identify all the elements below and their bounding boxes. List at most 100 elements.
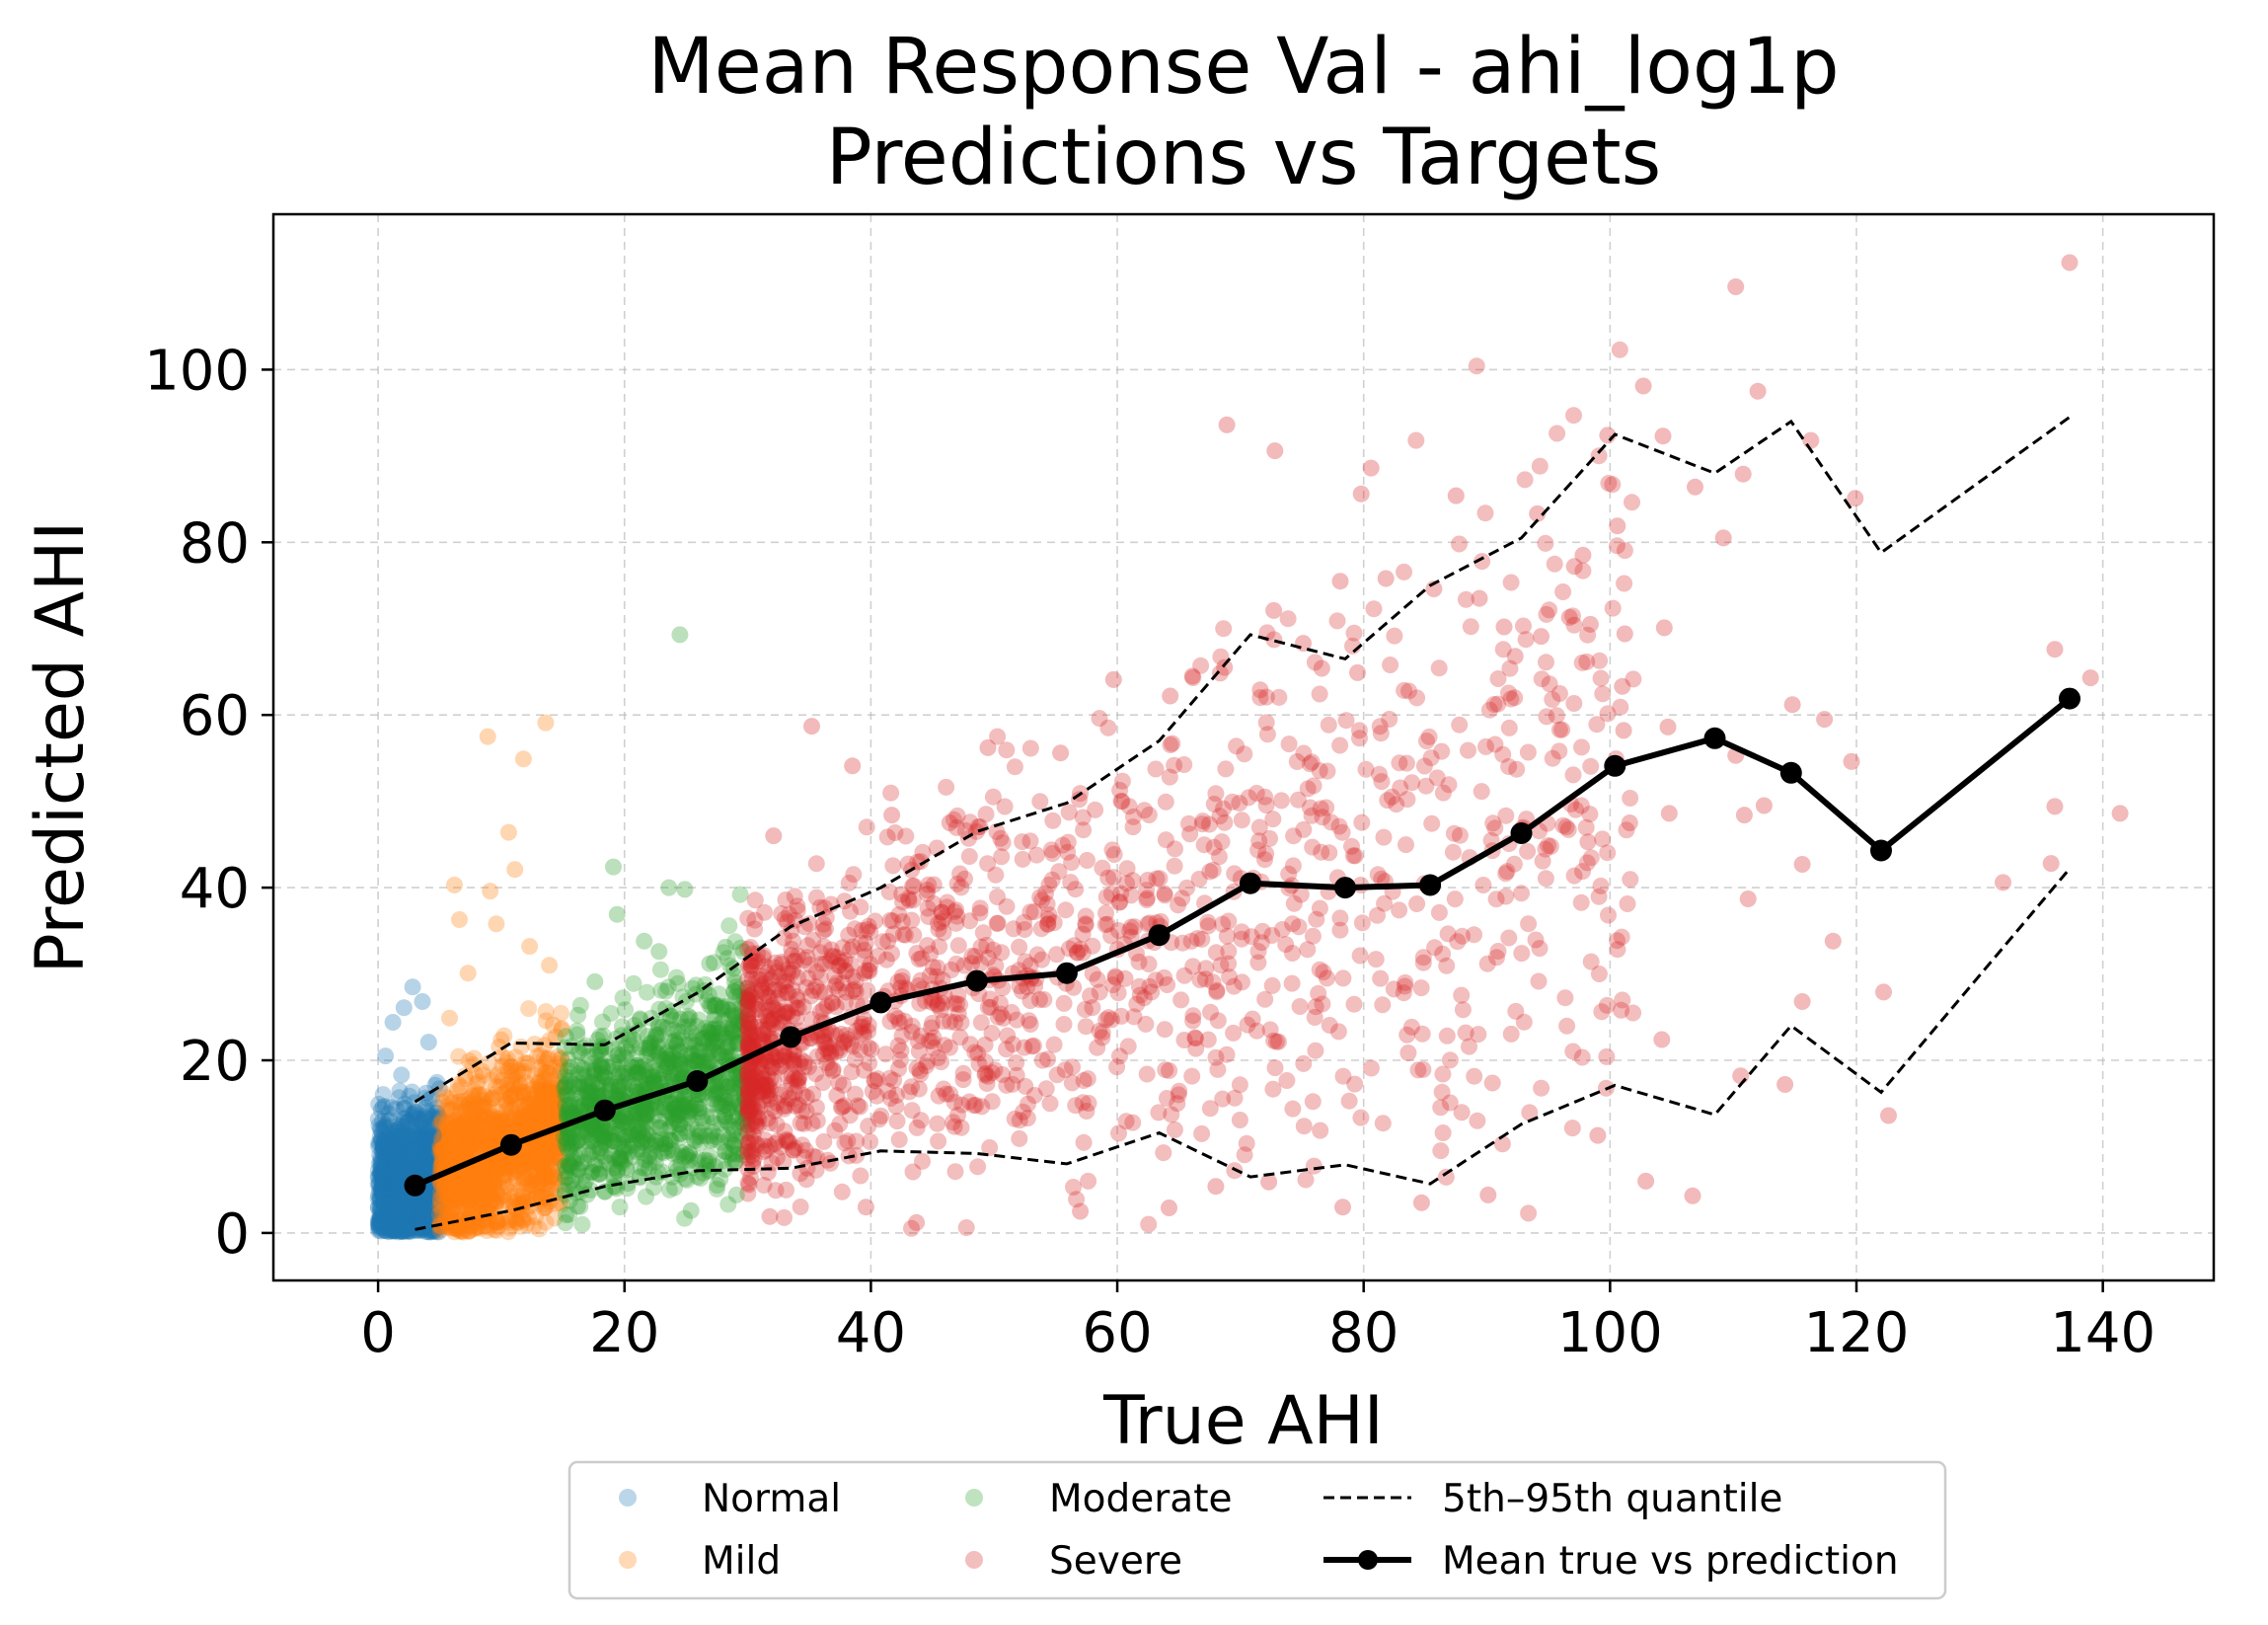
severe-cloud-point: [1244, 1010, 1261, 1028]
normal-cloud-point: [383, 1158, 401, 1176]
normal-cloud-point: [424, 1135, 442, 1153]
normal-cloud-point: [384, 1138, 402, 1156]
mild-cloud-point: [457, 1099, 475, 1117]
normal-cloud-point: [385, 1211, 403, 1229]
normal-cloud-point: [413, 1199, 430, 1216]
normal-cloud-point: [388, 1138, 406, 1156]
normal-cloud-point: [392, 1206, 410, 1223]
mild-cloud-point: [454, 1222, 472, 1240]
severe-point: [979, 738, 997, 756]
severe-cloud-point: [842, 902, 859, 920]
normal-cloud-point: [413, 1149, 430, 1167]
legend-label-moderate: Moderate: [1049, 1477, 1232, 1521]
mild-cloud-point: [459, 1133, 476, 1151]
mild-cloud-point: [518, 1147, 536, 1165]
mild-cloud-point: [514, 1109, 532, 1126]
mild-cloud-point: [446, 1185, 464, 1202]
normal-cloud-point: [414, 1142, 431, 1160]
severe-cloud-point: [1604, 599, 1622, 617]
severe-cloud-point: [1079, 852, 1096, 869]
severe-cloud-point: [825, 948, 843, 966]
severe-cloud-point: [1048, 1066, 1066, 1084]
severe-cloud-point: [1408, 689, 1426, 707]
normal-cloud-point: [407, 1103, 424, 1121]
normal-cloud-point: [406, 1154, 423, 1172]
normal-cloud-point: [413, 1128, 430, 1146]
mild-cloud-point: [470, 1217, 488, 1235]
mild-cloud-point: [553, 1158, 570, 1176]
normal-cloud-point: [392, 1154, 410, 1172]
normal-cloud-point: [387, 1148, 405, 1166]
normal-cloud-point: [385, 1204, 403, 1222]
normal-cloud-point: [417, 1099, 435, 1117]
normal-cloud-point: [411, 1138, 428, 1155]
normal-cloud-point: [372, 1152, 390, 1170]
severe-point: [1739, 890, 1757, 907]
mild-cloud-point: [481, 1053, 498, 1071]
mild-cloud-point: [477, 1125, 494, 1143]
mild-cloud-point: [465, 1091, 483, 1109]
mild-point: [537, 714, 555, 732]
mild-cloud-point: [495, 1027, 513, 1045]
mild-cloud-point: [482, 1161, 498, 1179]
normal-cloud-point: [386, 1181, 404, 1199]
severe-cloud-point: [1218, 1045, 1236, 1063]
severe-cloud-point: [1175, 1032, 1193, 1048]
mild-cloud-point: [553, 1152, 570, 1170]
normal-cloud-point: [415, 1220, 432, 1238]
normal-cloud-point: [385, 1222, 403, 1240]
normal-cloud-point: [405, 1122, 421, 1140]
normal-cloud-point: [371, 1205, 389, 1222]
normal-cloud-point: [419, 1216, 437, 1234]
normal-cloud-point: [387, 1127, 405, 1145]
mild-cloud-point: [456, 1067, 474, 1085]
normal-cloud-point: [401, 1152, 418, 1170]
severe-point: [1331, 573, 1349, 590]
mild-cloud-point: [450, 1135, 468, 1153]
mild-cloud-point: [447, 1178, 465, 1196]
severe-cloud-point: [1113, 793, 1131, 811]
normal-cloud-point: [428, 1188, 446, 1205]
normal-cloud-point: [388, 1152, 406, 1170]
mild-cloud-point: [551, 1064, 568, 1081]
normal-cloud-point: [421, 1139, 439, 1157]
mild-cloud-point: [553, 1058, 569, 1076]
moderate-cloud-point: [573, 1215, 591, 1233]
severe-cloud-point: [861, 963, 878, 980]
normal-cloud-point: [395, 1140, 412, 1158]
mild-cloud-point: [491, 1110, 508, 1127]
normal-cloud-point: [387, 1216, 405, 1234]
normal-cloud-point: [416, 1162, 433, 1180]
normal-cloud-point: [407, 1211, 424, 1229]
normal-cloud-point: [394, 1140, 412, 1158]
normal-cloud-point: [430, 1197, 447, 1214]
normal-cloud-point: [374, 1142, 392, 1160]
normal-cloud-point: [385, 1222, 403, 1240]
mild-cloud-point: [453, 1202, 471, 1220]
mean-marker: [499, 1133, 522, 1156]
severe-cloud-point: [1594, 830, 1612, 848]
normal-cloud-point: [416, 1089, 434, 1107]
severe-point: [1313, 659, 1330, 677]
normal-cloud-point: [395, 1148, 413, 1166]
mild-cloud-point: [515, 1054, 533, 1072]
mild-cloud-point: [527, 1101, 545, 1119]
mild-cloud-point: [534, 1142, 552, 1160]
normal-cloud-point: [376, 1222, 394, 1240]
mild-cloud-point: [535, 1049, 553, 1067]
moderate-cloud-point: [656, 1135, 674, 1153]
normal-cloud-point: [387, 1159, 405, 1177]
normal-cloud-point: [383, 1214, 401, 1231]
normal-cloud-point: [410, 1205, 427, 1223]
normal-cloud-point: [384, 1168, 402, 1186]
normal-cloud-point: [382, 1159, 399, 1177]
severe-cloud-point: [1331, 736, 1349, 754]
normal-cloud-point: [374, 1185, 392, 1202]
normal-cloud-point: [376, 1186, 393, 1203]
mild-cloud-point: [552, 1074, 569, 1091]
severe-cloud-point: [1350, 722, 1368, 739]
mild-cloud-point: [475, 1165, 491, 1183]
normal-cloud-point: [422, 1142, 440, 1160]
mild-cloud-point: [480, 1173, 496, 1191]
